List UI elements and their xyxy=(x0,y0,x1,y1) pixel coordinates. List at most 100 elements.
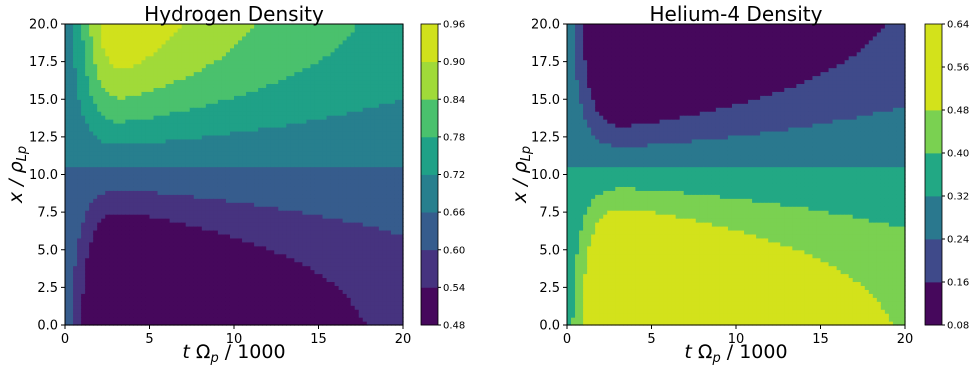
contour-cell xyxy=(306,317,312,322)
contour-cell xyxy=(242,87,247,92)
contour-cell xyxy=(217,27,223,33)
contour-cell xyxy=(69,277,74,283)
contour-cell xyxy=(105,277,110,283)
contour-cell xyxy=(85,83,90,88)
contour-cell xyxy=(318,99,324,104)
contour-cell xyxy=(141,301,147,306)
contour-cell xyxy=(85,245,90,251)
contour-cell xyxy=(322,273,328,279)
contour-cell xyxy=(125,130,130,136)
contour-cell xyxy=(290,51,295,57)
contour-cell xyxy=(89,277,94,283)
contour-cell xyxy=(310,75,316,81)
contour-cell xyxy=(121,202,126,207)
contour-cell xyxy=(181,83,187,88)
contour-cell xyxy=(201,218,207,223)
contour-cell xyxy=(242,206,247,211)
contour-cell xyxy=(105,75,110,81)
contour-cell xyxy=(221,39,227,45)
contour-cell xyxy=(217,233,223,239)
contour-cell xyxy=(113,233,118,239)
contour-cell xyxy=(322,63,328,69)
contour-cell xyxy=(125,198,130,203)
contour-cell xyxy=(278,182,283,187)
contour-cell xyxy=(302,293,308,298)
contour-cell xyxy=(205,75,211,81)
contour-cell xyxy=(153,174,159,180)
contour-cell xyxy=(217,281,223,286)
contour-cell xyxy=(169,289,175,294)
contour-cell xyxy=(97,166,102,172)
contour-cell xyxy=(213,27,219,33)
contour-cell xyxy=(145,293,151,298)
contour-cell xyxy=(153,123,159,128)
contour-cell xyxy=(181,237,187,243)
contour-cell xyxy=(258,210,263,215)
contour-cell xyxy=(185,154,191,160)
contour-cell xyxy=(250,182,255,187)
contour-cell xyxy=(105,103,110,108)
contour-cell xyxy=(213,210,219,215)
contour-cell xyxy=(282,59,287,65)
contour-cell xyxy=(77,245,82,251)
contour-cell xyxy=(137,305,143,310)
contour-cell xyxy=(77,71,82,77)
contour-cell xyxy=(73,222,78,227)
contour-cell xyxy=(93,237,98,243)
contour-cell xyxy=(65,269,70,275)
contour-cell xyxy=(157,162,163,168)
contour-cell xyxy=(101,134,106,140)
contour-cell xyxy=(209,103,215,108)
contour-cell xyxy=(266,142,271,148)
contour-cell xyxy=(225,59,231,65)
contour-cell xyxy=(229,214,235,219)
contour-cell xyxy=(238,59,243,65)
contour-cell xyxy=(197,285,203,290)
contour-cell xyxy=(306,67,312,73)
contour-cell xyxy=(274,229,279,235)
contour-cell xyxy=(209,222,215,227)
contour-cell xyxy=(133,281,139,286)
contour-cell xyxy=(109,261,114,267)
contour-cell xyxy=(234,138,239,144)
contour-cell xyxy=(254,27,259,33)
contour-cell xyxy=(117,198,122,203)
contour-cell xyxy=(129,134,134,140)
contour-cell xyxy=(101,67,106,73)
contour-cell xyxy=(125,218,130,223)
contour-cell xyxy=(229,134,235,140)
contour-cell xyxy=(213,126,219,132)
contour-cell xyxy=(129,210,134,215)
contour-cell xyxy=(125,107,130,112)
contour-cell xyxy=(101,186,106,191)
contour-cell xyxy=(173,301,179,306)
contour-cell xyxy=(81,229,86,235)
contour-cell xyxy=(314,35,320,41)
contour-cell xyxy=(274,154,279,160)
contour-cell xyxy=(250,281,255,286)
contour-cell xyxy=(161,107,167,112)
contour-cell xyxy=(89,198,94,203)
contour-cell xyxy=(153,138,159,144)
contour-cell xyxy=(201,249,207,255)
contour-cell xyxy=(262,265,267,271)
contour-cell xyxy=(149,313,155,318)
contour-cell xyxy=(133,142,139,148)
contour-cell xyxy=(121,194,126,199)
contour-cell xyxy=(137,317,143,322)
contour-cell xyxy=(326,297,332,302)
contour-cell xyxy=(238,99,243,104)
contour-cell xyxy=(250,321,255,326)
contour-cell xyxy=(105,218,110,223)
contour-cell xyxy=(149,123,155,128)
contour-cell xyxy=(298,305,303,310)
contour-cell xyxy=(258,214,263,219)
contour-cell xyxy=(302,218,308,223)
contour-cell xyxy=(278,249,283,255)
contour-cell xyxy=(85,182,90,187)
contour-cell xyxy=(282,186,287,191)
contour-cell xyxy=(77,51,82,57)
contour-cell xyxy=(177,214,183,219)
contour-cell xyxy=(262,71,267,77)
contour-cell xyxy=(246,95,251,100)
